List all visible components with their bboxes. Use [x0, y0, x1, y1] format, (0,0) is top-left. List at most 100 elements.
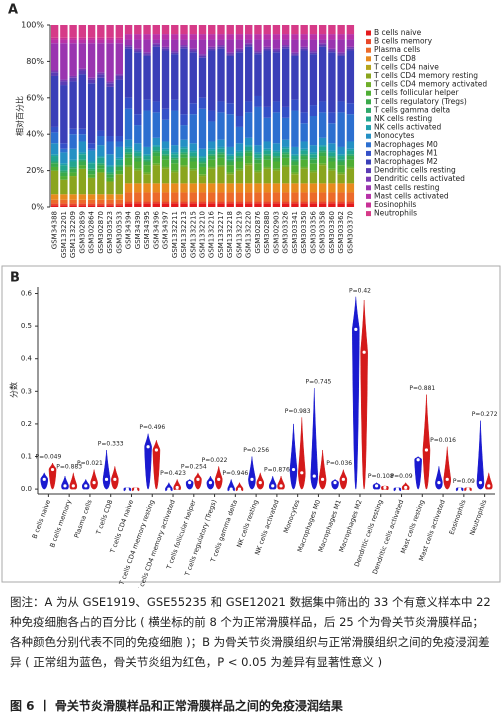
bar-segment: [272, 39, 281, 49]
legend-swatch: [366, 56, 371, 62]
x-tick-label: GSM1332216: [208, 210, 216, 258]
bar-segment: [97, 25, 105, 38]
bar-segment: [50, 199, 59, 204]
legend-label: NK cells activated: [374, 123, 441, 132]
bar-segment: [254, 183, 262, 193]
legend-swatch: [366, 142, 371, 148]
x-tick-label: GSM303341: [291, 211, 299, 254]
legend-swatch: [366, 133, 371, 139]
bar-segment: [134, 161, 142, 169]
median-dot: [258, 480, 262, 485]
p-value-label: P=0.42: [349, 287, 371, 294]
figure-title: 图 6 丨 骨关节炎滑膜样品和正常滑膜样品之间的免疫浸润结果: [10, 699, 343, 713]
bar-segment: [134, 39, 142, 49]
bar-segment: [226, 201, 234, 204]
bar-segment: [87, 143, 96, 149]
bar-segment: [263, 34, 271, 40]
bar-segment: [180, 203, 188, 207]
bar-segment: [226, 54, 234, 56]
bar-segment: [309, 183, 318, 193]
legend-label: T cells CD4 memory resting: [373, 71, 478, 80]
bar-segment: [263, 166, 271, 169]
bar-segment: [143, 192, 151, 202]
bar-segment: [143, 52, 151, 55]
bar-segment: [124, 139, 133, 147]
violin: [331, 478, 339, 490]
bar-segment: [106, 172, 114, 175]
violin: [81, 478, 90, 490]
bar-segment: [171, 201, 179, 204]
bar-segment: [245, 163, 253, 166]
bar-segment: [291, 146, 299, 155]
bar-segment: [281, 203, 290, 207]
violin: [111, 466, 119, 490]
bar-segment: [318, 165, 327, 184]
bar-segment: [245, 165, 253, 184]
bar-segment: [50, 43, 59, 71]
bar-segment: [115, 25, 124, 38]
bar-segment: [337, 161, 345, 166]
bar-segment: [124, 203, 133, 207]
bar-segment: [161, 34, 170, 40]
bar-segment: [50, 39, 59, 44]
bar-segment: [152, 46, 160, 102]
legend-label: T cells CD8: [373, 54, 416, 63]
bar-segment: [291, 161, 299, 166]
bar-segment: [87, 194, 96, 200]
bar-segment: [337, 203, 345, 207]
bar-segment: [69, 172, 77, 177]
bar-segment: [263, 141, 271, 149]
median-dot: [424, 448, 429, 452]
bar-segment: [346, 183, 355, 193]
bar-segment: [337, 172, 345, 175]
bar-segment: [235, 48, 244, 51]
bar-segment: [318, 146, 327, 151]
bar-segment: [143, 39, 151, 53]
bar-segment: [78, 165, 87, 169]
bar-segment: [328, 192, 336, 202]
bar-segment: [291, 174, 299, 184]
bar-segment: [134, 183, 142, 193]
bar-segment: [78, 74, 87, 129]
bar-segment: [328, 157, 336, 162]
bar-segment: [50, 25, 59, 38]
bar-segment: [281, 48, 290, 107]
bar-segment: [152, 145, 160, 147]
bar-segment: [171, 99, 179, 111]
bar-segment: [161, 203, 170, 207]
bar-segment: [263, 154, 271, 157]
bar-segment: [106, 177, 114, 182]
legend-swatch: [366, 90, 371, 96]
bar-segment: [97, 157, 105, 164]
x-tick-label: GSM1332220: [245, 211, 253, 258]
bar-segment: [254, 172, 262, 184]
x-tick-label: GSM34396: [152, 210, 160, 249]
median-dot: [404, 485, 408, 490]
x-tick-label: GSM34397: [162, 211, 170, 249]
bar-segment: [346, 154, 355, 157]
bar-segment: [208, 201, 216, 204]
median-dot: [374, 484, 379, 488]
bar-segment: [134, 114, 142, 126]
bar-segment: [78, 159, 87, 162]
median-dot: [395, 487, 399, 491]
bar-segment: [272, 170, 281, 184]
bar-segment: [106, 203, 114, 206]
bar-segment: [309, 154, 318, 158]
bar-segment: [106, 43, 114, 82]
bar-segment: [115, 37, 124, 40]
median-dot: [175, 485, 179, 490]
bar-segment: [208, 25, 216, 35]
bar-segment: [337, 54, 345, 56]
bar-segment: [143, 156, 151, 160]
bar-segment: [226, 55, 234, 104]
bar-segment: [124, 157, 133, 166]
p-value-label: P=0.946: [222, 470, 248, 477]
p-value-label: P=0.423: [160, 470, 186, 477]
bar-segment: [263, 192, 271, 202]
bar-segment: [300, 123, 308, 142]
p-value-label: P=0.016: [430, 437, 456, 444]
bar-segment: [161, 39, 170, 47]
bar-segment: [208, 50, 216, 111]
bar-segment: [134, 48, 142, 51]
